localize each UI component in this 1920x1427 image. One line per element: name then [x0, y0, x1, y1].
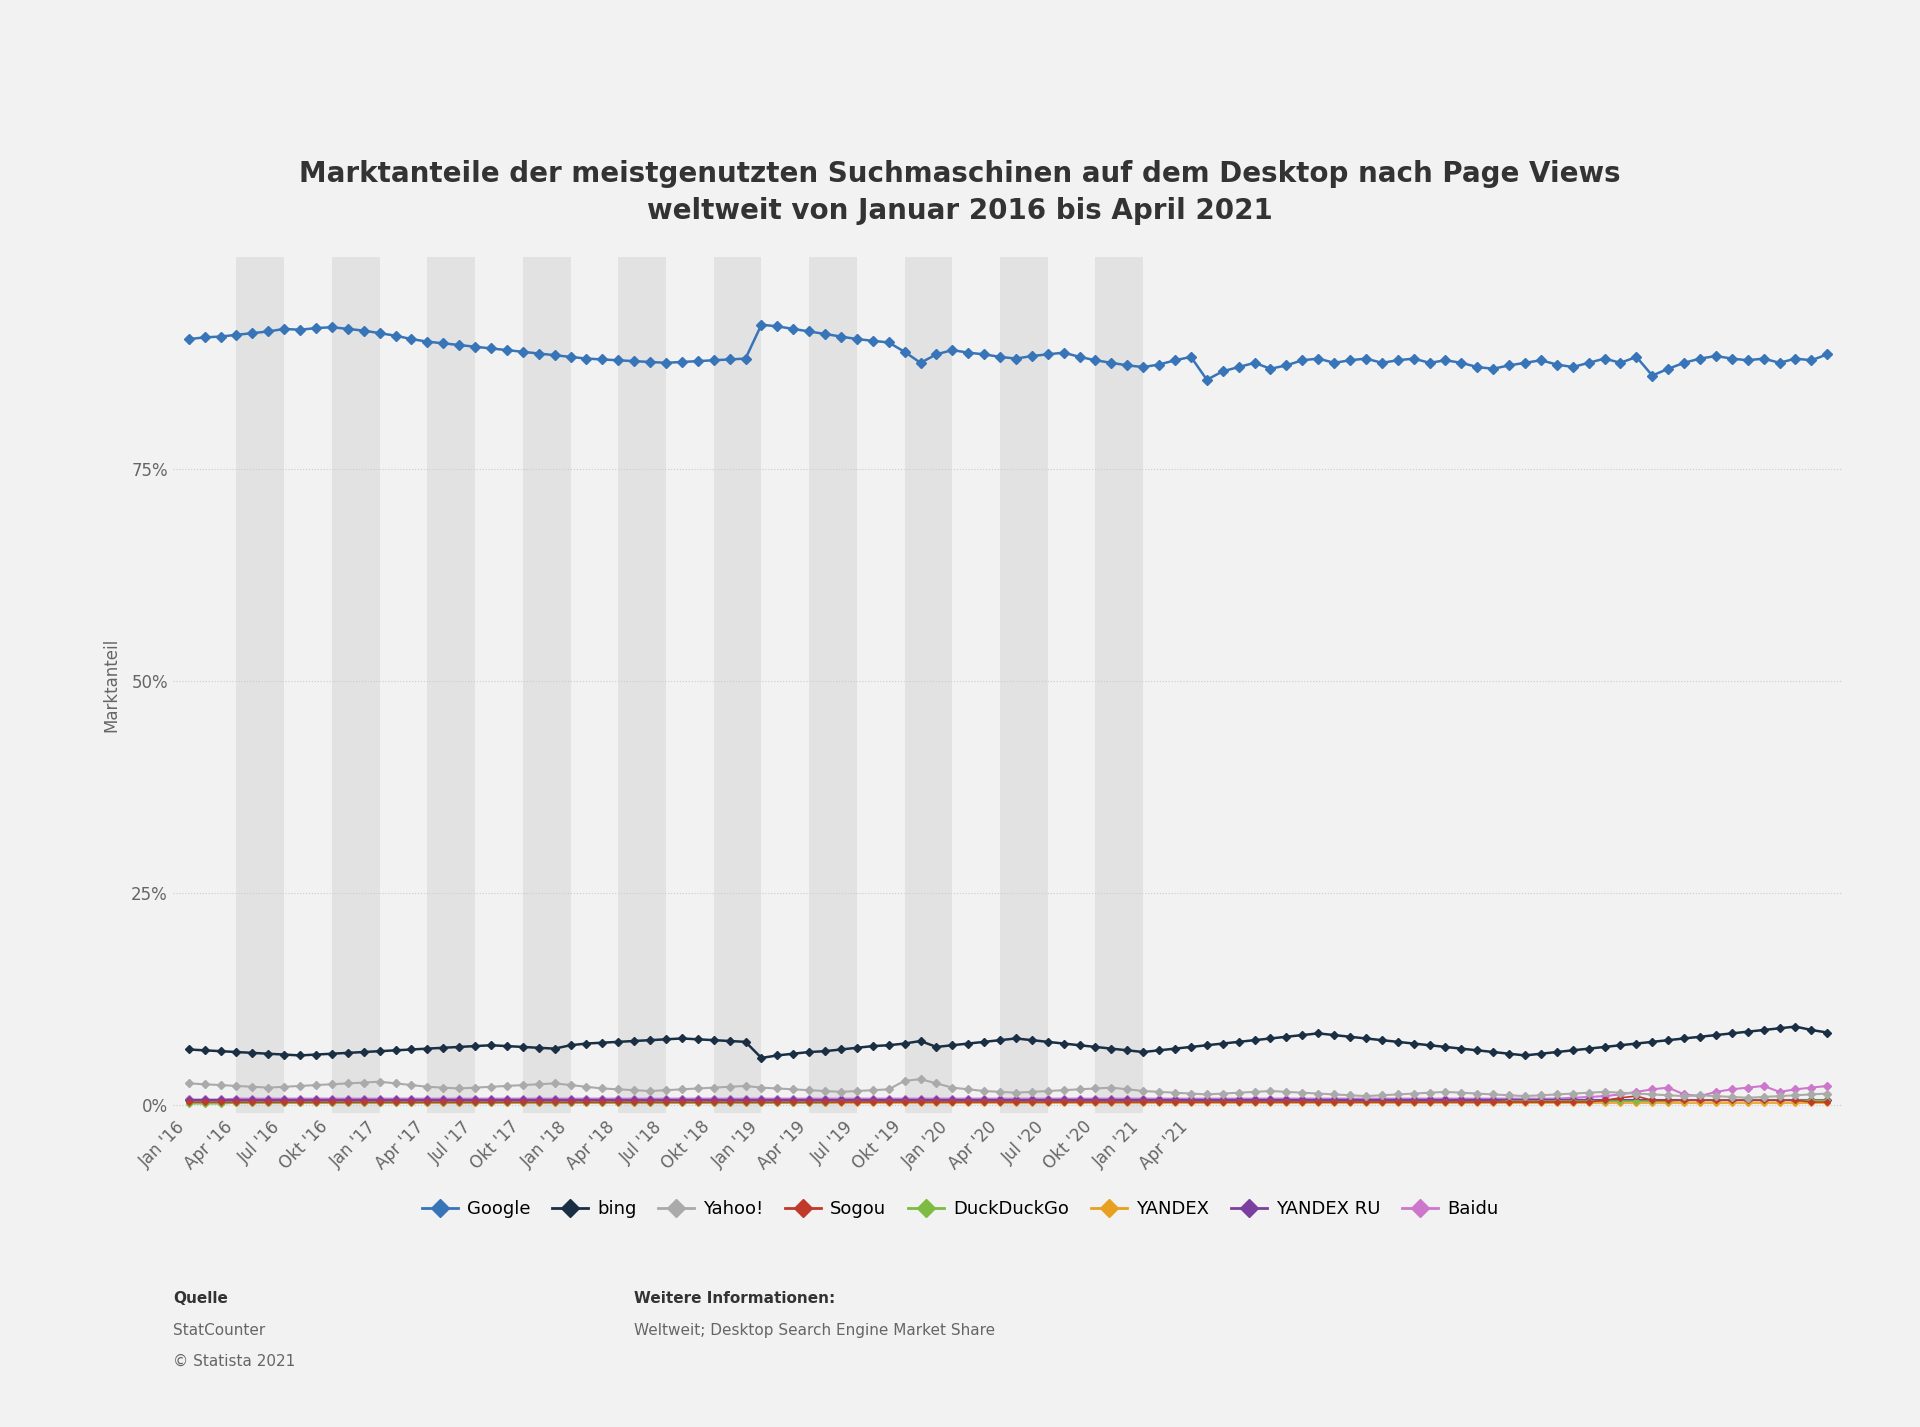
Bar — [236, 257, 284, 1113]
Bar — [904, 257, 952, 1113]
Text: Weitere Informationen:: Weitere Informationen: — [634, 1291, 835, 1307]
Text: Quelle: Quelle — [173, 1291, 228, 1307]
Y-axis label: Marktanteil: Marktanteil — [102, 638, 121, 732]
Bar — [618, 257, 666, 1113]
Bar — [714, 257, 762, 1113]
Text: © Statista 2021: © Statista 2021 — [173, 1354, 296, 1370]
Text: Marktanteile der meistgenutzten Suchmaschinen auf dem Desktop nach Page Views
we: Marktanteile der meistgenutzten Suchmasc… — [300, 160, 1620, 225]
Bar — [332, 257, 380, 1113]
Text: StatCounter: StatCounter — [173, 1323, 265, 1339]
Bar — [428, 257, 474, 1113]
Bar — [1000, 257, 1048, 1113]
Legend: Google, bing, Yahoo!, Sogou, DuckDuckGo, YANDEX, YANDEX RU, Baidu: Google, bing, Yahoo!, Sogou, DuckDuckGo,… — [415, 1193, 1505, 1226]
Bar — [808, 257, 856, 1113]
Text: Weltweit; Desktop Search Engine Market Share: Weltweit; Desktop Search Engine Market S… — [634, 1323, 995, 1339]
Bar — [522, 257, 570, 1113]
Bar — [1096, 257, 1142, 1113]
